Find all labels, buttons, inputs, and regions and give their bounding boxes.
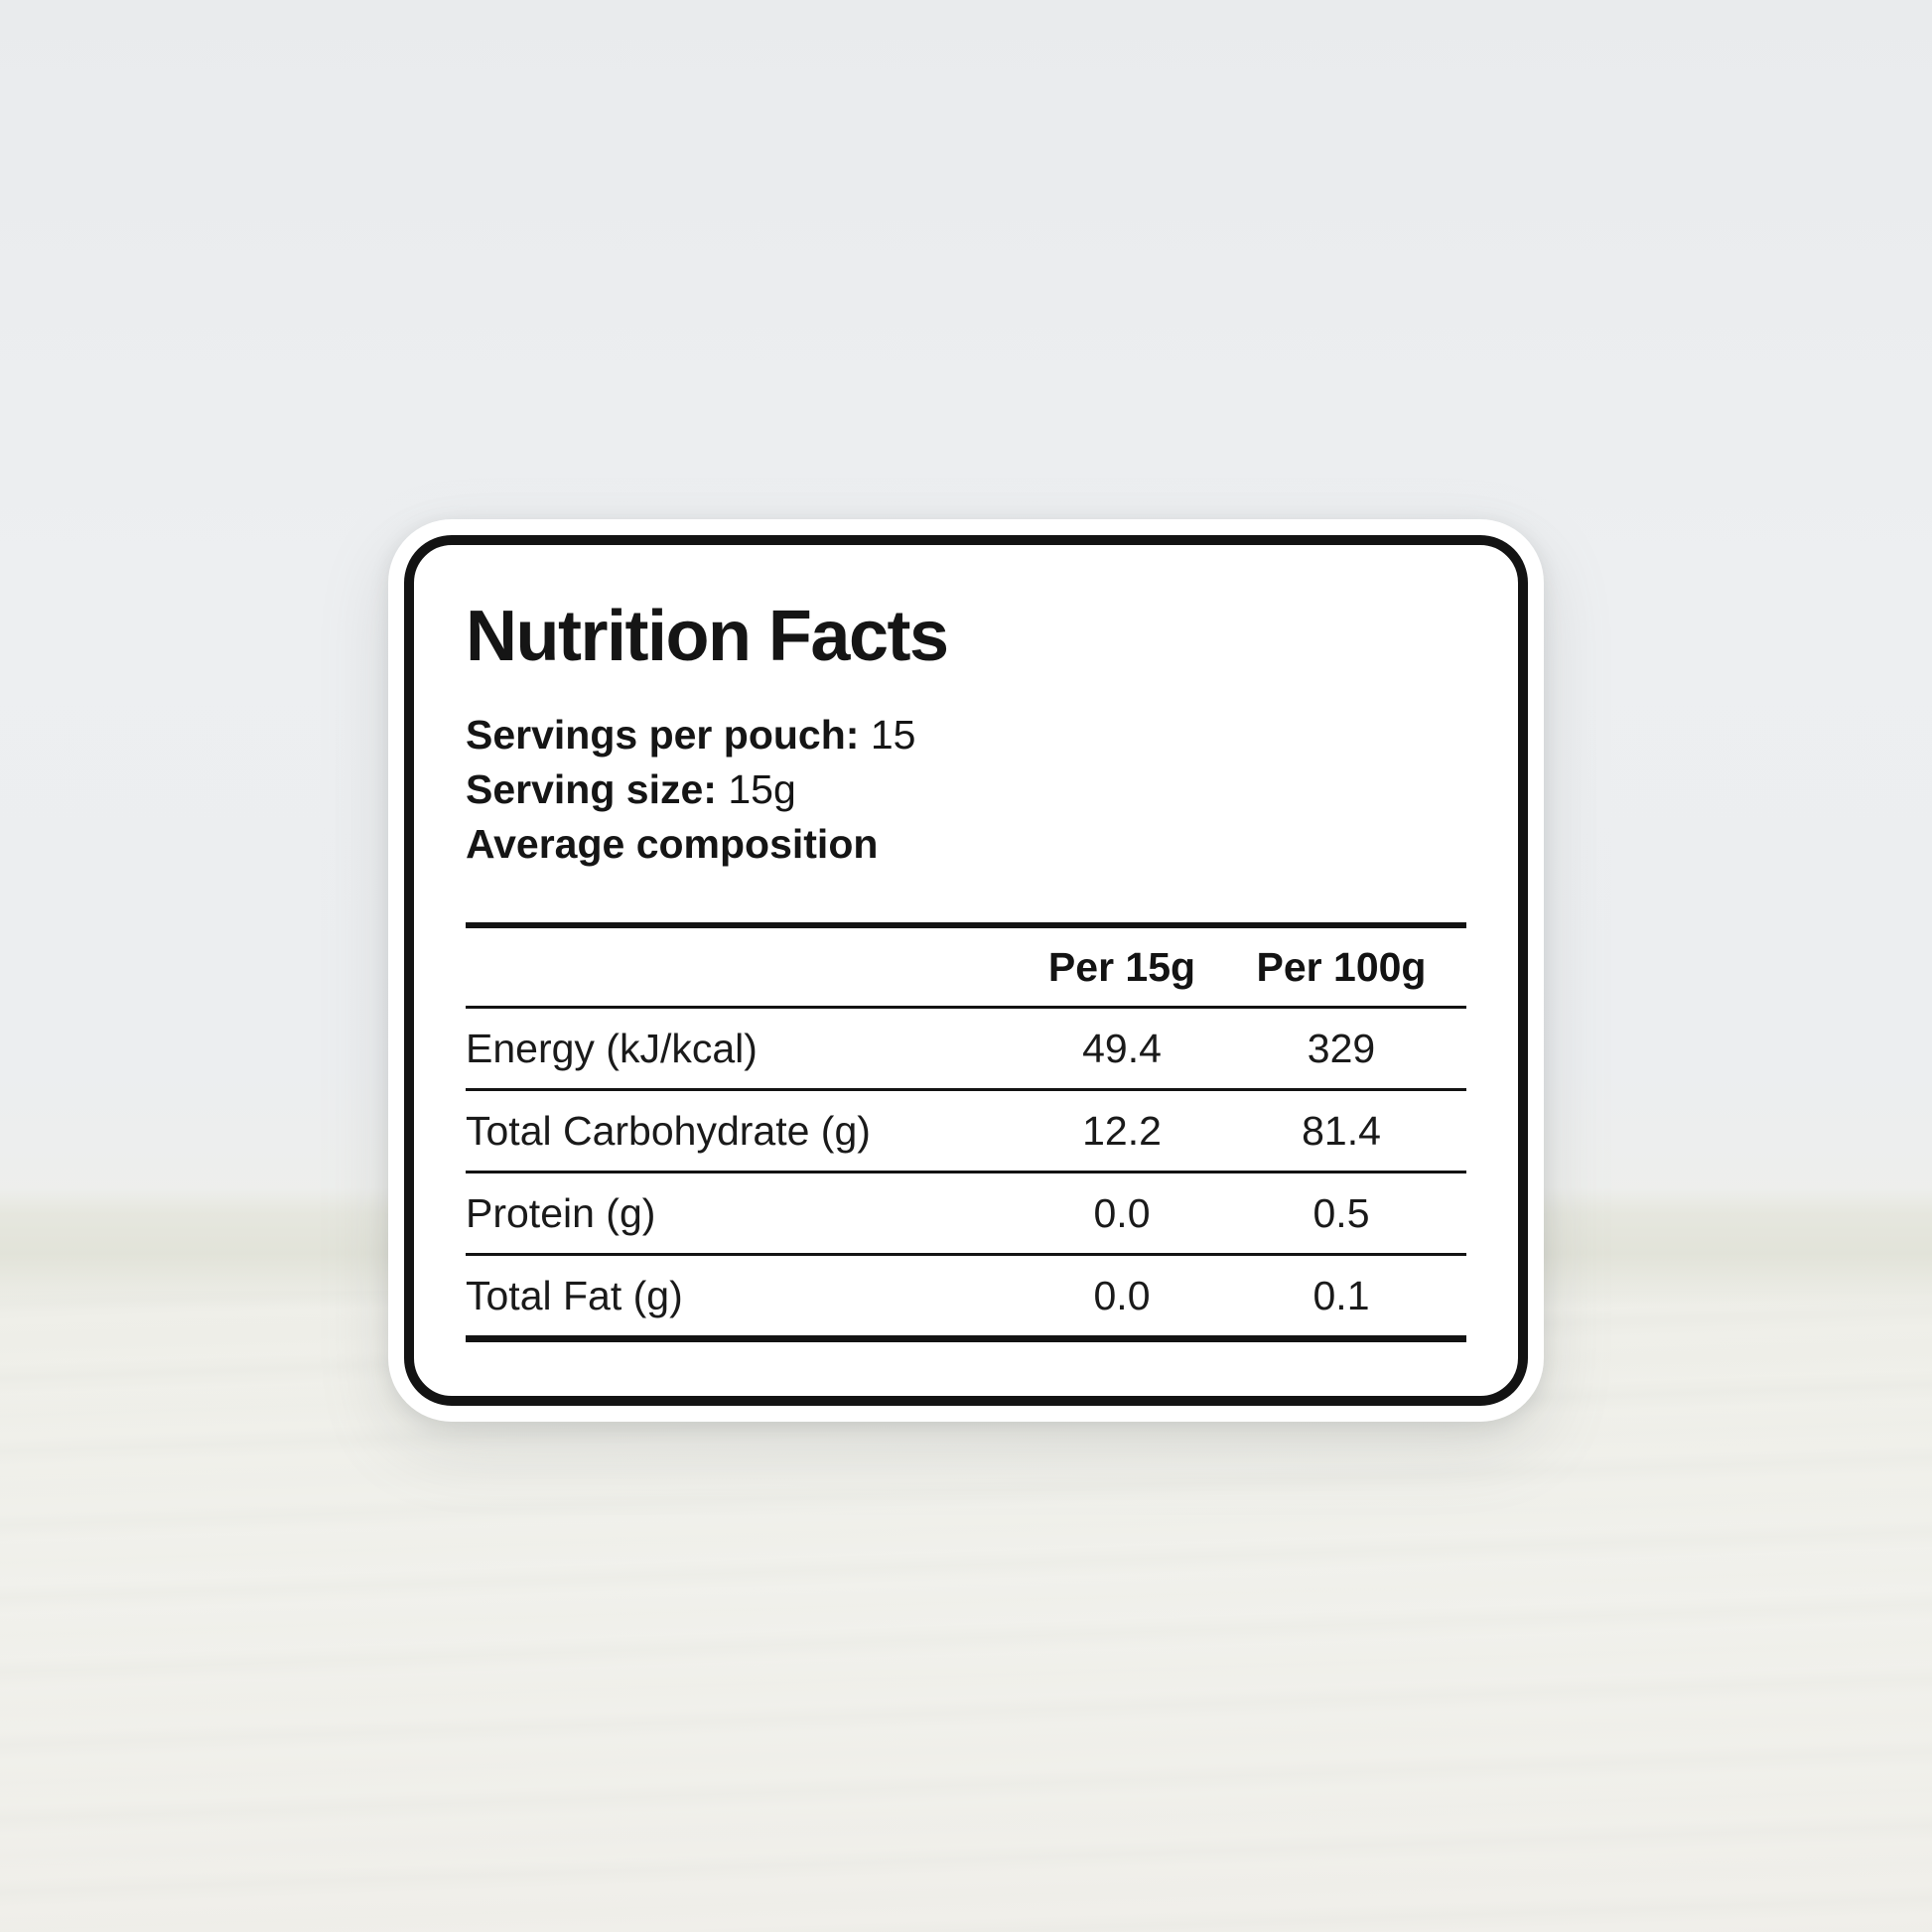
serving-size-label: Serving size: (466, 766, 717, 812)
header-per-serving: Per 15g (1047, 943, 1196, 990)
nutrition-label-sticker: Nutrition Facts Servings per pouch: 15 S… (388, 519, 1544, 1422)
serving-size-value: 15g (728, 766, 796, 812)
row-per-serving-value: 12.2 (1082, 1107, 1162, 1154)
nutrition-facts-title: Nutrition Facts (466, 597, 949, 676)
row-per-100g-value: 81.4 (1302, 1107, 1381, 1154)
row-per-100g-value: 0.5 (1312, 1189, 1370, 1236)
row-per-serving-value: 0.0 (1093, 1189, 1151, 1236)
row-per-100g-value: 0.1 (1312, 1272, 1370, 1318)
row-name: Total Carbohydrate (g) (466, 1107, 871, 1154)
serving-size-line: Serving size: 15g (466, 762, 1466, 817)
row-per-serving-value: 49.4 (1082, 1025, 1162, 1071)
table-row-carbohydrate: Total Carbohydrate (g) 12.2 81.4 (466, 1091, 1466, 1173)
table-row-fat: Total Fat (g) 0.0 0.1 (466, 1256, 1466, 1342)
row-per-serving-value: 0.0 (1093, 1272, 1151, 1318)
row-name: Total Fat (g) (466, 1272, 683, 1318)
row-name: Energy (kJ/kcal) (466, 1025, 758, 1071)
nutrition-label-card: Nutrition Facts Servings per pouch: 15 S… (404, 535, 1528, 1406)
row-per-100g-value: 329 (1307, 1025, 1376, 1071)
servings-per-pouch-label: Servings per pouch: (466, 712, 860, 758)
nutrition-table: Per 15g Per 100g Energy (kJ/kcal) 49.4 3… (466, 922, 1466, 1342)
serving-info: Servings per pouch: 15 Serving size: 15g… (466, 708, 1466, 872)
row-name: Protein (g) (466, 1189, 656, 1236)
header-per-100g: Per 100g (1256, 943, 1427, 990)
average-composition-line: Average composition (466, 817, 1466, 872)
servings-per-pouch-value: 15 (870, 712, 916, 758)
average-composition-label: Average composition (466, 821, 879, 867)
table-row-energy: Energy (kJ/kcal) 49.4 329 (466, 1009, 1466, 1091)
table-header-row: Per 15g Per 100g (466, 922, 1466, 1009)
table-row-protein: Protein (g) 0.0 0.5 (466, 1173, 1466, 1256)
servings-per-pouch-line: Servings per pouch: 15 (466, 708, 1466, 762)
